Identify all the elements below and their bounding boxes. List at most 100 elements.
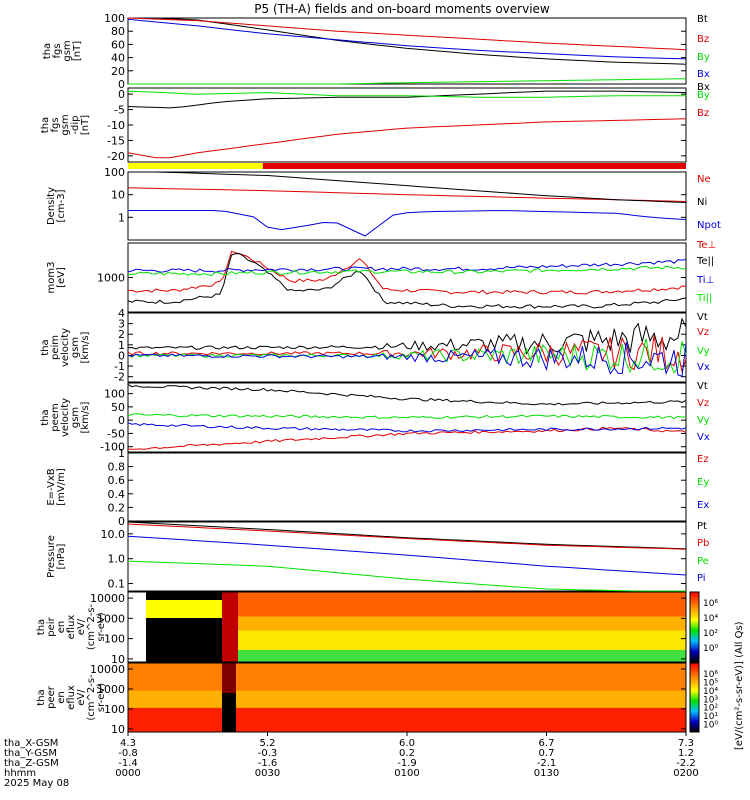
x-tick-label: -2.2 — [676, 758, 696, 769]
y-axis-label: tha — [42, 43, 53, 59]
series-vx-line — [127, 342, 687, 377]
y-axis-label: [km/s] — [80, 401, 91, 433]
panel-frame — [127, 382, 687, 453]
y-tick-label: 0.8 — [108, 461, 126, 474]
legend-entry: By — [697, 90, 710, 101]
legend-entry: Pi — [697, 573, 706, 584]
panel-frame — [127, 591, 687, 663]
x-tick-label: -1.6 — [258, 758, 278, 769]
colorbar-scale — [689, 591, 700, 663]
series-pe-line — [127, 560, 686, 592]
y-tick-label: 40 — [111, 52, 125, 65]
x-tick-label: 4.3 — [120, 738, 136, 749]
x-tick-label: 0130 — [534, 768, 559, 779]
y-tick-label: 50 — [111, 401, 125, 414]
legend-entry: Pe — [697, 556, 709, 567]
legend-entry: Vt — [697, 312, 708, 323]
colorbar-tick-label: 10⁴ — [703, 687, 718, 697]
series-vx-line — [127, 422, 687, 433]
y-axis-label: [cm-3] — [56, 189, 67, 222]
x-tick-label: 0030 — [255, 768, 280, 779]
spectrogram-black-column — [222, 693, 236, 732]
panel-frame — [127, 242, 687, 313]
y-tick-label: 4 — [118, 307, 125, 320]
y-axis-label: peer — [46, 685, 57, 709]
x-tick-label: 1.2 — [678, 748, 694, 759]
legend-entry: Ne — [697, 174, 711, 185]
y-tick-label: 100 — [104, 166, 125, 179]
y-axis-label: tha — [40, 117, 51, 133]
legend-entry: Vz — [697, 327, 709, 338]
panel-frame — [127, 171, 687, 241]
series-ti-line — [127, 265, 687, 277]
series-vz-line — [127, 335, 687, 372]
y-tick-label: 1.0 — [108, 553, 126, 566]
y-axis-label: gsm — [62, 40, 73, 61]
y-tick-label: 100 — [104, 12, 125, 25]
y-axis-label: eflux — [66, 615, 77, 640]
y-tick-label: 0.2 — [108, 501, 126, 514]
y-axis-label: tha — [40, 339, 51, 355]
y-axis-label: fgs — [52, 43, 63, 58]
spectrogram-upper-band — [238, 592, 686, 617]
y-axis-label: [km/s] — [80, 331, 91, 363]
legend-entry: Bz — [697, 108, 709, 119]
x-axis-row-label: hhmm — [4, 768, 36, 779]
y-tick-label: 10.0 — [101, 528, 126, 541]
x-tick-label: 0100 — [394, 768, 419, 779]
y-axis-label: peim — [50, 335, 61, 360]
y-axis-label: tha — [36, 619, 47, 635]
x-axis-row-label: tha_Z-GSM — [4, 758, 59, 769]
legend-entry: Bz — [697, 34, 709, 45]
x-tick-label: -1.9 — [397, 758, 417, 769]
legend-entry: Vx — [697, 432, 710, 443]
y-axis-label: -dip — [70, 115, 81, 134]
colorbar-tick-label: 10⁴ — [703, 614, 718, 624]
y-axis-label: [nT] — [80, 115, 91, 135]
colorbar-tick-label: 10² — [703, 704, 718, 714]
panel-peir_eflux: 10 100 1000 10000 tha peir en eflux eV/(cm^2-s-s… — [36, 591, 687, 666]
x-tick-label: -0.3 — [258, 748, 278, 759]
series-vz-line — [127, 426, 687, 450]
x-tick-label: 7.3 — [678, 738, 694, 749]
y-axis-label: Pressure — [46, 535, 57, 578]
y-tick-label: -100 — [100, 441, 125, 454]
series-vt-line — [127, 383, 687, 406]
panel-frame — [127, 521, 687, 592]
panel-frame — [127, 17, 687, 85]
colorbar-tick-label: 10⁰ — [703, 644, 718, 654]
y-tick-label: -20 — [107, 150, 125, 163]
y-axis-label: [mV/m] — [56, 468, 67, 506]
series-vt-line — [127, 317, 687, 356]
x-tick-label: 0.7 — [539, 748, 555, 759]
legend-entry: Ez — [697, 454, 709, 465]
x-axis-row-label: tha_Y-GSM — [4, 748, 57, 759]
legend-entry: Ex — [697, 500, 709, 511]
spectrogram-lower-band — [238, 630, 686, 652]
y-tick-label: -50 — [107, 427, 125, 440]
y-axis-label: tha — [40, 409, 51, 425]
y-tick-label: 10000 — [90, 592, 125, 605]
legend-entry: Ni — [697, 197, 707, 208]
spectrogram-gap — [128, 592, 146, 662]
y-axis-label: velocity — [60, 328, 71, 367]
y-axis-label: Density — [46, 187, 57, 225]
y-tick-label: 10000 — [90, 663, 125, 676]
colorbar-tick-label: 10⁶ — [703, 670, 718, 680]
legend-entry: Ti|| — [696, 293, 712, 304]
legend-entry: Pb — [697, 538, 709, 549]
x-tick-label: -0.8 — [118, 748, 138, 759]
y-tick-label: 100 — [104, 633, 125, 646]
series-by-line — [128, 78, 687, 85]
spectrogram-red-column — [222, 592, 238, 662]
series-by-line — [127, 90, 686, 98]
series-vy-line — [127, 338, 687, 374]
y-tick-label: 1000 — [97, 272, 125, 285]
legend-entry: Vt — [697, 381, 708, 392]
legend-entry: Vx — [697, 362, 710, 373]
legend-entry: Te|| — [696, 256, 714, 267]
y-axis-label: fgs — [50, 117, 61, 132]
series-pi-line — [127, 535, 687, 576]
